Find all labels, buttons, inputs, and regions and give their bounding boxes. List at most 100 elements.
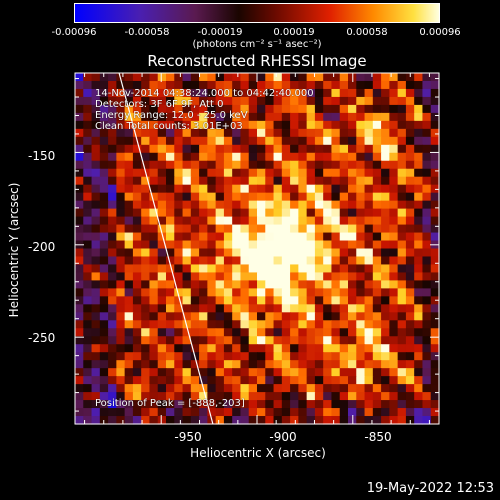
heatmap-cell: [116, 352, 126, 361]
heatmap-cell: [405, 408, 415, 417]
heatmap-cell: [356, 296, 366, 305]
heatmap-cell: [273, 392, 283, 401]
heatmap-cell: [190, 176, 200, 186]
heatmap-cell: [397, 120, 407, 130]
heatmap-cell: [215, 200, 225, 210]
heatmap-cell: [83, 264, 93, 274]
heatmap-cell: [141, 264, 151, 274]
heatmap-cell: [182, 184, 192, 194]
heatmap-cell: [141, 208, 151, 218]
heatmap-cell: [166, 392, 175, 401]
heatmap-cell: [323, 120, 333, 130]
heatmap-cell: [132, 152, 142, 162]
heatmap-cell: [405, 240, 415, 250]
heatmap-cell: [199, 184, 208, 194]
heatmap-cell: [182, 400, 192, 409]
heatmap-cell: [265, 192, 275, 202]
heatmap-cell: [430, 352, 440, 361]
heatmap-cell: [91, 232, 101, 242]
heatmap-cell: [157, 344, 167, 353]
heatmap-cell: [215, 392, 225, 401]
heatmap-cell: [397, 392, 407, 401]
heatmap-cell: [116, 152, 126, 162]
heatmap-cell: [364, 312, 374, 321]
heatmap-cell: [166, 136, 175, 146]
heatmap-cell: [141, 280, 151, 289]
heatmap-cell: [215, 376, 225, 385]
heatmap-cell: [323, 200, 333, 210]
heatmap-cell: [83, 96, 93, 106]
heatmap-cell: [422, 104, 432, 114]
heatmap-cell: [99, 208, 109, 218]
heatmap-cell: [331, 272, 341, 282]
heatmap-cell: [273, 400, 283, 409]
heatmap-cell: [348, 232, 357, 242]
heatmap-cell: [372, 200, 382, 210]
heatmap-cell: [389, 232, 399, 242]
heatmap-cell: [132, 208, 142, 218]
heatmap-cell: [364, 136, 374, 146]
heatmap-cell: [157, 136, 167, 146]
heatmap-cell: [356, 184, 366, 194]
heatmap-cell: [281, 384, 291, 393]
heatmap-cell: [356, 73, 366, 82]
heatmap-cell: [83, 344, 93, 353]
heatmap-cell: [174, 168, 184, 178]
heatmap-cell: [339, 168, 349, 178]
y-tick-label: -150: [28, 149, 56, 163]
heatmap-cell: [265, 392, 275, 401]
heatmap-cell: [141, 80, 151, 90]
heatmap-cell: [116, 312, 126, 321]
heatmap-cell: [298, 264, 308, 274]
heatmap-cell: [157, 264, 167, 274]
heatmap-cell: [372, 288, 382, 297]
heatmap-cell: [75, 304, 84, 313]
heatmap-cell: [356, 216, 366, 226]
heatmap-cell: [149, 384, 159, 393]
heatmap-cell: [215, 368, 225, 377]
heatmap-cell: [364, 408, 374, 417]
heatmap-cell: [414, 96, 424, 106]
heatmap-cell: [83, 120, 93, 130]
heatmap-cell: [281, 312, 291, 321]
heatmap-cell: [422, 416, 432, 425]
heatmap-cell: [422, 328, 432, 337]
heatmap-cell: [364, 144, 374, 154]
axis-ticks: [75, 73, 439, 424]
heatmap-cell: [389, 104, 399, 114]
heatmap-cell: [157, 208, 167, 218]
heatmap-cell: [182, 368, 192, 377]
heatmap-cell: [348, 288, 357, 297]
heatmap-cell: [372, 168, 382, 178]
heatmap-cell: [306, 256, 316, 266]
heatmap-cell: [199, 104, 208, 114]
heatmap-cell: [397, 160, 407, 170]
heatmap-cell: [91, 368, 101, 377]
heatmap-cell: [265, 352, 275, 361]
heatmap-cell: [199, 240, 208, 250]
heatmap-cell: [323, 320, 333, 329]
heatmap-cell: [281, 392, 291, 401]
x-tick-label: -900: [269, 430, 297, 444]
heatmap-cell: [91, 96, 101, 106]
heatmap-cell: [331, 96, 341, 106]
heatmap-cell: [331, 344, 341, 353]
heatmap-cell: [381, 392, 390, 401]
heatmap-cell: [124, 160, 134, 170]
heatmap-cell: [422, 224, 432, 234]
heatmap-cell: [190, 152, 200, 162]
heatmap-cell: [414, 216, 424, 226]
heatmap-cell: [166, 384, 175, 393]
heatmap-cell: [298, 384, 308, 393]
heatmap-cell: [166, 280, 175, 289]
heatmap-cell: [75, 160, 84, 170]
heatmap-cell: [248, 176, 258, 186]
heatmap-cell: [207, 296, 217, 305]
heatmap-cell: [372, 160, 382, 170]
heatmap-cell: [273, 80, 283, 90]
heatmap-cell: [372, 232, 382, 242]
heatmap-cell: [381, 136, 390, 146]
heatmap-cell: [116, 80, 126, 90]
heatmap-cell: [372, 392, 382, 401]
heatmap-cell: [108, 104, 117, 114]
